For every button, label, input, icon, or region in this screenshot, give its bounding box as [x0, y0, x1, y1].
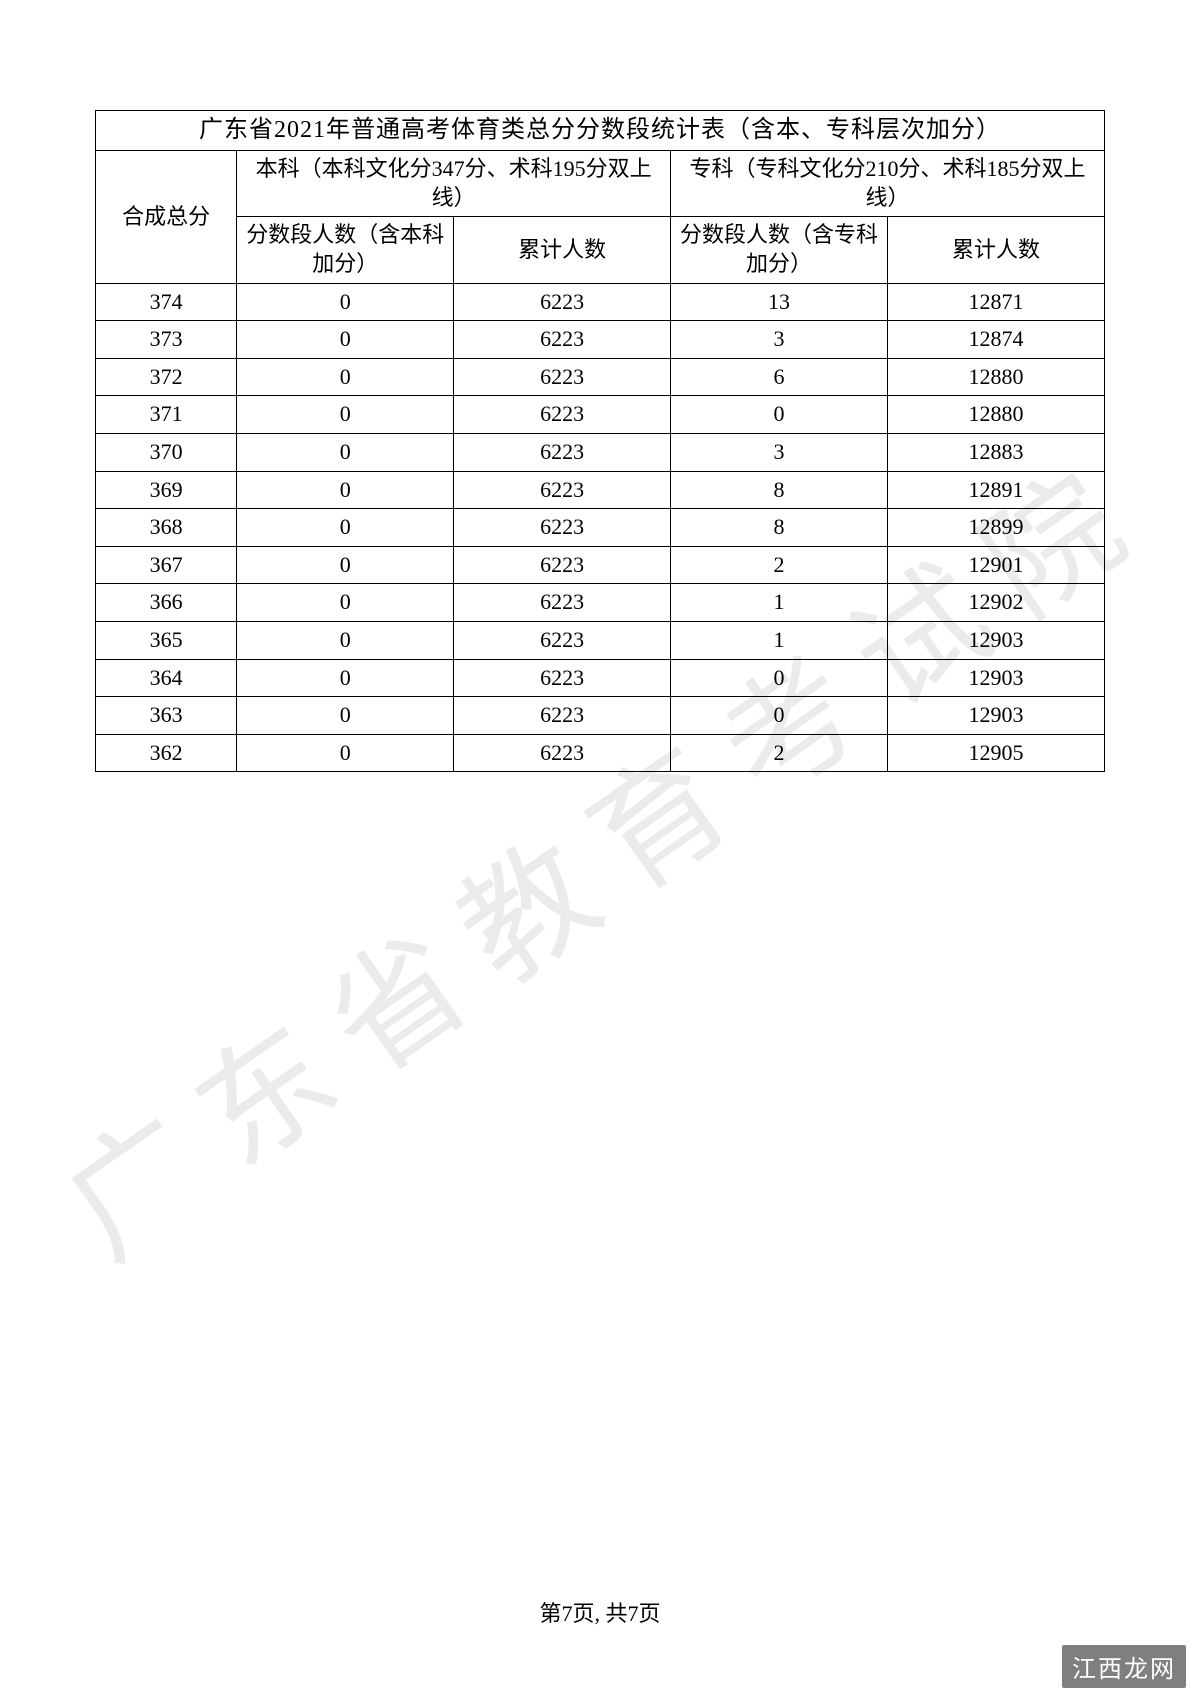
- cell-bk_count: 0: [237, 471, 454, 509]
- page-container: 广东省教育考试院 广东省2021年普通高考体育类总分分数段统计表（含本、专科层次…: [0, 0, 1200, 1698]
- cell-bk_acc: 6223: [454, 433, 671, 471]
- table-row: 36506223112903: [96, 621, 1105, 659]
- cell-zk_acc: 12905: [888, 734, 1105, 772]
- cell-bk_acc: 6223: [454, 509, 671, 547]
- table-row: 37006223312883: [96, 433, 1105, 471]
- cell-bk_count: 0: [237, 358, 454, 396]
- cell-score: 371: [96, 396, 237, 434]
- cell-bk_count: 0: [237, 659, 454, 697]
- header-bk-count: 分数段人数（含本科加分）: [237, 217, 454, 283]
- cell-bk_count: 0: [237, 509, 454, 547]
- header-group-zk: 专科（专科文化分210分、术科185分双上线）: [671, 151, 1105, 217]
- page-footer: 第7页, 共7页: [0, 1596, 1200, 1628]
- score-table: 广东省2021年普通高考体育类总分分数段统计表（含本、专科层次加分） 合成总分 …: [95, 110, 1105, 772]
- table-row: 374062231312871: [96, 283, 1105, 321]
- table-row: 36806223812899: [96, 509, 1105, 547]
- cell-bk_acc: 6223: [454, 283, 671, 321]
- cell-zk_count: 1: [671, 584, 888, 622]
- cell-score: 363: [96, 697, 237, 735]
- cell-zk_acc: 12899: [888, 509, 1105, 547]
- cell-zk_acc: 12880: [888, 358, 1105, 396]
- cell-zk_count: 0: [671, 659, 888, 697]
- cell-zk_acc: 12903: [888, 621, 1105, 659]
- cell-score: 374: [96, 283, 237, 321]
- header-zk-acc: 累计人数: [888, 217, 1105, 283]
- cell-zk_acc: 12903: [888, 697, 1105, 735]
- table-row: 36906223812891: [96, 471, 1105, 509]
- cell-bk_count: 0: [237, 584, 454, 622]
- header-group-bk: 本科（本科文化分347分、术科195分双上线）: [237, 151, 671, 217]
- table-row: 37106223012880: [96, 396, 1105, 434]
- cell-bk_acc: 6223: [454, 584, 671, 622]
- cell-zk_count: 0: [671, 697, 888, 735]
- cell-bk_acc: 6223: [454, 621, 671, 659]
- cell-score: 369: [96, 471, 237, 509]
- cell-zk_acc: 12883: [888, 433, 1105, 471]
- cell-zk_acc: 12880: [888, 396, 1105, 434]
- cell-bk_acc: 6223: [454, 471, 671, 509]
- cell-score: 364: [96, 659, 237, 697]
- cell-bk_count: 0: [237, 433, 454, 471]
- table-body: 3740622313128713730622331287437206223612…: [96, 283, 1105, 772]
- site-watermark: 江西龙网: [1062, 1645, 1186, 1688]
- cell-bk_count: 0: [237, 697, 454, 735]
- table-row: 37306223312874: [96, 321, 1105, 359]
- cell-zk_count: 2: [671, 546, 888, 584]
- table-row: 36406223012903: [96, 659, 1105, 697]
- header-score: 合成总分: [96, 151, 237, 283]
- cell-bk_acc: 6223: [454, 396, 671, 434]
- cell-zk_acc: 12871: [888, 283, 1105, 321]
- cell-score: 372: [96, 358, 237, 396]
- cell-score: 370: [96, 433, 237, 471]
- table-title: 广东省2021年普通高考体育类总分分数段统计表（含本、专科层次加分）: [96, 111, 1105, 151]
- cell-bk_count: 0: [237, 396, 454, 434]
- table-row: 36206223212905: [96, 734, 1105, 772]
- cell-zk_count: 8: [671, 509, 888, 547]
- cell-bk_count: 0: [237, 621, 454, 659]
- cell-zk_count: 13: [671, 283, 888, 321]
- cell-zk_acc: 12874: [888, 321, 1105, 359]
- cell-score: 366: [96, 584, 237, 622]
- header-bk-acc: 累计人数: [454, 217, 671, 283]
- cell-zk_count: 1: [671, 621, 888, 659]
- cell-zk_acc: 12901: [888, 546, 1105, 584]
- cell-zk_count: 0: [671, 396, 888, 434]
- cell-zk_count: 6: [671, 358, 888, 396]
- cell-bk_count: 0: [237, 734, 454, 772]
- cell-zk_acc: 12891: [888, 471, 1105, 509]
- header-zk-count: 分数段人数（含专科加分）: [671, 217, 888, 283]
- table-row: 37206223612880: [96, 358, 1105, 396]
- cell-bk_acc: 6223: [454, 697, 671, 735]
- cell-zk_count: 3: [671, 321, 888, 359]
- cell-bk_acc: 6223: [454, 546, 671, 584]
- cell-score: 362: [96, 734, 237, 772]
- table-row: 36706223212901: [96, 546, 1105, 584]
- cell-zk_count: 2: [671, 734, 888, 772]
- cell-bk_acc: 6223: [454, 734, 671, 772]
- cell-score: 373: [96, 321, 237, 359]
- cell-score: 365: [96, 621, 237, 659]
- cell-bk_count: 0: [237, 321, 454, 359]
- table-row: 36606223112902: [96, 584, 1105, 622]
- cell-zk_acc: 12903: [888, 659, 1105, 697]
- cell-zk_count: 8: [671, 471, 888, 509]
- table-row: 36306223012903: [96, 697, 1105, 735]
- cell-zk_acc: 12902: [888, 584, 1105, 622]
- cell-bk_count: 0: [237, 546, 454, 584]
- cell-score: 367: [96, 546, 237, 584]
- cell-bk_acc: 6223: [454, 358, 671, 396]
- cell-bk_count: 0: [237, 283, 454, 321]
- cell-bk_acc: 6223: [454, 659, 671, 697]
- cell-zk_count: 3: [671, 433, 888, 471]
- cell-bk_acc: 6223: [454, 321, 671, 359]
- cell-score: 368: [96, 509, 237, 547]
